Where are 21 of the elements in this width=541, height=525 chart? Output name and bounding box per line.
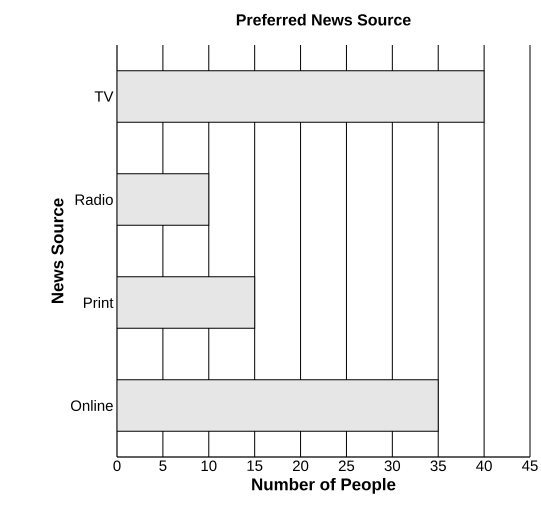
x-axis-title: Number of People (252, 478, 396, 494)
bar (117, 173, 210, 226)
y-tick-label: Online (70, 400, 113, 411)
x-tick-label: 15 (248, 460, 262, 471)
y-tick-label: TV (94, 91, 114, 102)
chart-title: Preferred News Source (236, 14, 411, 26)
x-tick-label: 35 (430, 460, 446, 472)
bar (117, 379, 439, 432)
x-tick-label: 10 (202, 460, 216, 472)
bar (117, 276, 256, 329)
y-tick-label: Print (84, 297, 114, 308)
x-tick-label: 0 (113, 460, 121, 472)
x-tick-label: 20 (292, 460, 308, 472)
x-tick-label: 5 (159, 460, 166, 471)
x-tick-label: 30 (384, 460, 400, 472)
y-axis-title: News Source (51, 198, 64, 304)
y-tick-label: Radio (76, 194, 113, 205)
x-tick-label: 45 (522, 460, 538, 471)
x-tick-label: 25 (338, 460, 354, 472)
bar (117, 70, 485, 123)
x-tick-label: 40 (476, 460, 492, 472)
